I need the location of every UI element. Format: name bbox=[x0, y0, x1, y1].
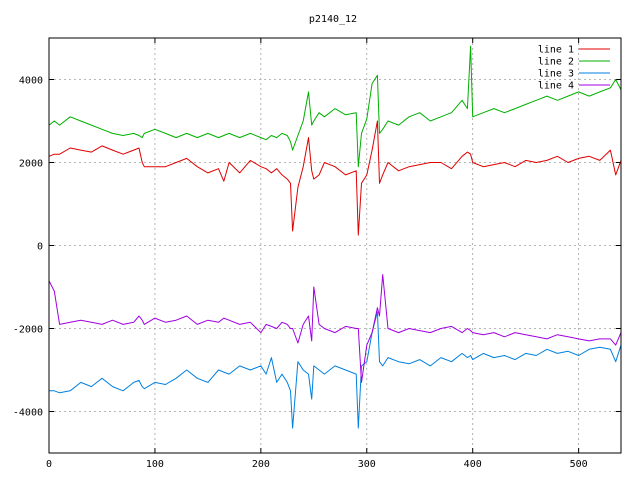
legend-label-2: line 2 bbox=[538, 57, 574, 68]
series-line-4 bbox=[48, 274, 622, 383]
y-tick-label: 2000 bbox=[19, 159, 43, 170]
x-tick-label: 200 bbox=[252, 459, 270, 470]
y-tick-label: 0 bbox=[37, 242, 43, 253]
axis-ticks: 0 100 200 300 400 500 -4000 -2000 0 2000 4000 bbox=[13, 38, 621, 470]
x-tick-label: 400 bbox=[464, 459, 482, 470]
series-lines bbox=[48, 45, 622, 429]
y-tick-label: -2000 bbox=[13, 325, 43, 336]
legend-label-4: line 4 bbox=[538, 81, 574, 92]
x-tick-label: 300 bbox=[358, 459, 376, 470]
legend-label-3: line 3 bbox=[538, 69, 574, 80]
legend-label-1: line 1 bbox=[538, 45, 574, 56]
series-line-3 bbox=[49, 311, 622, 429]
x-tick-label: 0 bbox=[46, 459, 52, 470]
series-line-2 bbox=[48, 45, 622, 168]
plot-frame bbox=[48, 37, 622, 454]
y-tick-label: -4000 bbox=[13, 408, 43, 419]
x-tick-label: 500 bbox=[570, 459, 588, 470]
chart-title: p2140_12 bbox=[309, 14, 357, 25]
y-tick-label: 4000 bbox=[19, 76, 43, 87]
series-line-1 bbox=[48, 120, 622, 236]
x-tick-label: 100 bbox=[146, 459, 164, 470]
